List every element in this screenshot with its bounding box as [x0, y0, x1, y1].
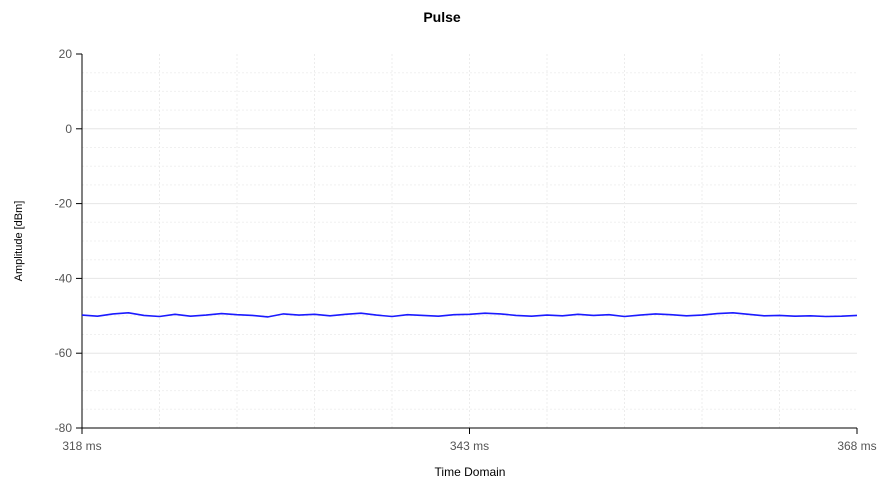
x-tick-label: 343 ms — [450, 439, 489, 453]
x-axis-label: Time Domain — [435, 465, 506, 479]
y-tick-label: -60 — [55, 346, 73, 360]
series-layer — [81, 311, 858, 318]
y-tick-label: 0 — [65, 122, 72, 136]
y-tick-label: -20 — [55, 197, 73, 211]
grid-lines — [82, 54, 857, 428]
x-tick-label: 318 ms — [62, 439, 101, 453]
series-line — [81, 311, 858, 318]
y-tick-label: 20 — [59, 47, 73, 61]
tick-labels: 20 0 -20 -40 -60 -80 318 ms 343 ms 368 ms — [55, 47, 877, 453]
y-tick-label: -80 — [55, 421, 73, 435]
y-axis-label: Amplitude [dBm] — [13, 201, 25, 282]
y-tick-label: -40 — [55, 271, 73, 285]
x-tick-label: 368 ms — [837, 439, 876, 453]
chart-title: Pulse — [423, 9, 461, 25]
axes — [76, 53, 858, 434]
